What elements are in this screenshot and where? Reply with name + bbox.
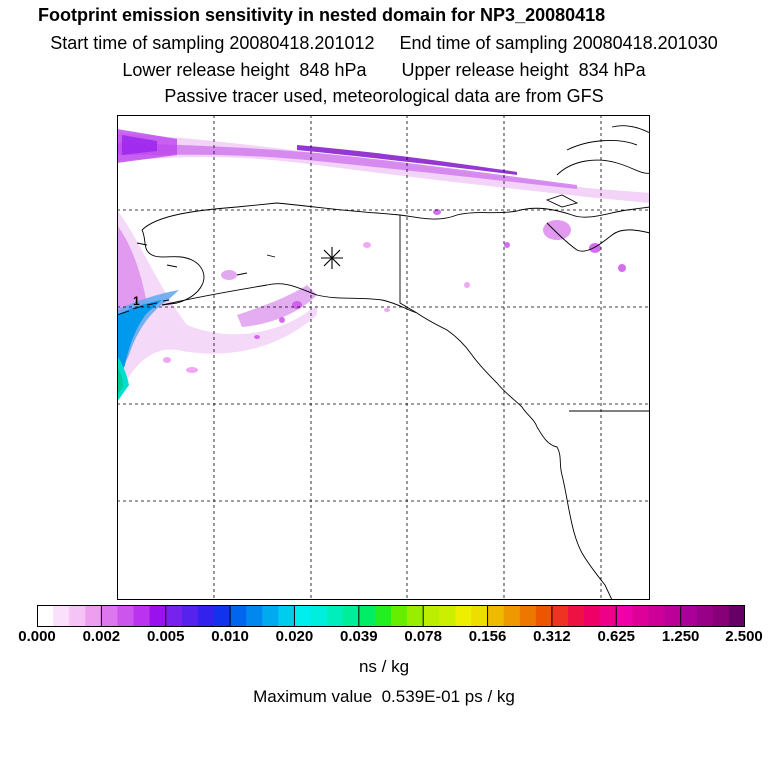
colorbar-tick-label: 2.500 <box>725 628 763 645</box>
arctic-coast-alaska <box>141 202 401 231</box>
colorbar-tick-label: 0.000 <box>18 628 56 645</box>
alaska-interior-lakes <box>236 254 276 276</box>
colorbar-cell <box>471 605 488 627</box>
colorbar-tick-label: 0.625 <box>597 628 636 645</box>
colorbar-cell <box>149 605 167 627</box>
colorbar-tick-label: 0.312 <box>533 628 571 645</box>
colorbar-tick-label: 0.156 <box>468 628 507 645</box>
political-borders <box>399 215 650 412</box>
footprint-map: 1 <box>117 115 650 600</box>
pacific-nw-coast <box>536 426 570 511</box>
sensitivity-plume-west <box>117 210 317 402</box>
colorbar-cell <box>278 605 295 627</box>
arctic-coast-canada <box>399 206 650 220</box>
colorbar-cell <box>487 605 505 627</box>
colorbar-cell <box>326 605 344 627</box>
colorbar-cell <box>358 605 376 627</box>
map-background <box>117 115 650 600</box>
colorbar-ticks: 0.000 0.002 0.005 0.010 0.020 0.039 0.078 0.156… <box>0 628 768 650</box>
map-frame <box>117 115 650 600</box>
colorbar-cell <box>374 605 392 627</box>
colorbar-cell <box>696 605 714 627</box>
asterisk-icon <box>321 247 343 269</box>
colorbar-tick-label: 0.039 <box>340 628 378 645</box>
colorbar-cell <box>69 605 86 627</box>
colorbar-cell <box>197 605 215 627</box>
colorbar-cell <box>455 605 472 627</box>
gulf-of-alaska-coast <box>161 283 418 314</box>
colorbar-cell <box>391 605 408 627</box>
coastlines <box>117 125 650 600</box>
colorbar-tick-label: 0.002 <box>82 628 121 645</box>
colorbar-tick-label: 1.250 <box>661 628 700 645</box>
colorbar-cell <box>53 605 70 627</box>
tracer-info-line: Passive tracer used, meteorological data… <box>164 86 604 106</box>
colorbar-frame <box>37 605 745 627</box>
colorbar-cell <box>728 605 745 627</box>
colorbar-tick-label: 0.020 <box>275 628 314 645</box>
alaska-canada-border <box>399 215 418 314</box>
colorbar-units: ns / kg <box>358 657 410 676</box>
colorbar-cell <box>181 605 199 627</box>
colorbar-cell <box>165 605 183 627</box>
colorbar-cell <box>37 605 54 627</box>
colorbar <box>37 605 745 627</box>
colorbar-cell <box>85 605 102 627</box>
maximum-value: Maximum value 0.539E-01 ps / kg <box>253 687 515 706</box>
colorbar-cell <box>551 605 569 627</box>
point-label: 1 <box>133 294 140 308</box>
colorbar-cell <box>568 605 585 627</box>
graticule <box>117 115 650 600</box>
colorbar-cell <box>214 605 231 627</box>
colorbar-cell <box>584 605 601 627</box>
colorbar-cell <box>230 605 247 627</box>
colorbar-cell <box>600 605 617 627</box>
colorbar-cell <box>407 605 424 627</box>
colorbar-cell <box>535 605 553 627</box>
colorbar-cell <box>632 605 649 627</box>
colorbar-cell <box>439 605 456 627</box>
colorbar-cell <box>648 605 665 627</box>
colorbar-cell <box>133 605 151 627</box>
release-height-line: Lower release height 848 hPa Upper relea… <box>122 60 646 80</box>
bering-coast-alaska <box>141 229 205 306</box>
british-columbia-coast <box>416 312 538 428</box>
plot-title: Footprint emission sensitivity in nested… <box>38 5 606 25</box>
arctic-islands <box>545 125 650 208</box>
colorbar-cell <box>117 605 134 627</box>
colorbar-tick-label: 0.010 <box>211 628 249 645</box>
aleutian-islands <box>117 242 178 316</box>
colorbar-cell <box>294 605 311 627</box>
sampling-time-line: Start time of sampling 20080418.201012 E… <box>50 33 718 53</box>
colorbar-cell <box>246 605 263 627</box>
colorbar-cells <box>37 605 745 627</box>
colorbar-cell <box>342 605 360 627</box>
colorbar-cell <box>262 605 279 627</box>
hudson-bay-coast <box>546 222 650 252</box>
colorbar-cell <box>503 605 521 627</box>
colorbar-tick-label: 0.078 <box>404 628 442 645</box>
colorbar-cell <box>616 605 633 627</box>
colorbar-tick-label: 0.005 <box>146 628 185 645</box>
colorbar-cell <box>664 605 682 627</box>
colorbar-cell <box>423 605 440 627</box>
colorbar-cell <box>519 605 537 627</box>
california-coast <box>568 509 613 600</box>
colorbar-cell <box>101 605 118 627</box>
colorbar-cell <box>310 605 328 627</box>
colorbar-cell <box>712 605 730 627</box>
colorbar-dividers <box>100 605 682 627</box>
colorbar-cell <box>680 605 698 627</box>
